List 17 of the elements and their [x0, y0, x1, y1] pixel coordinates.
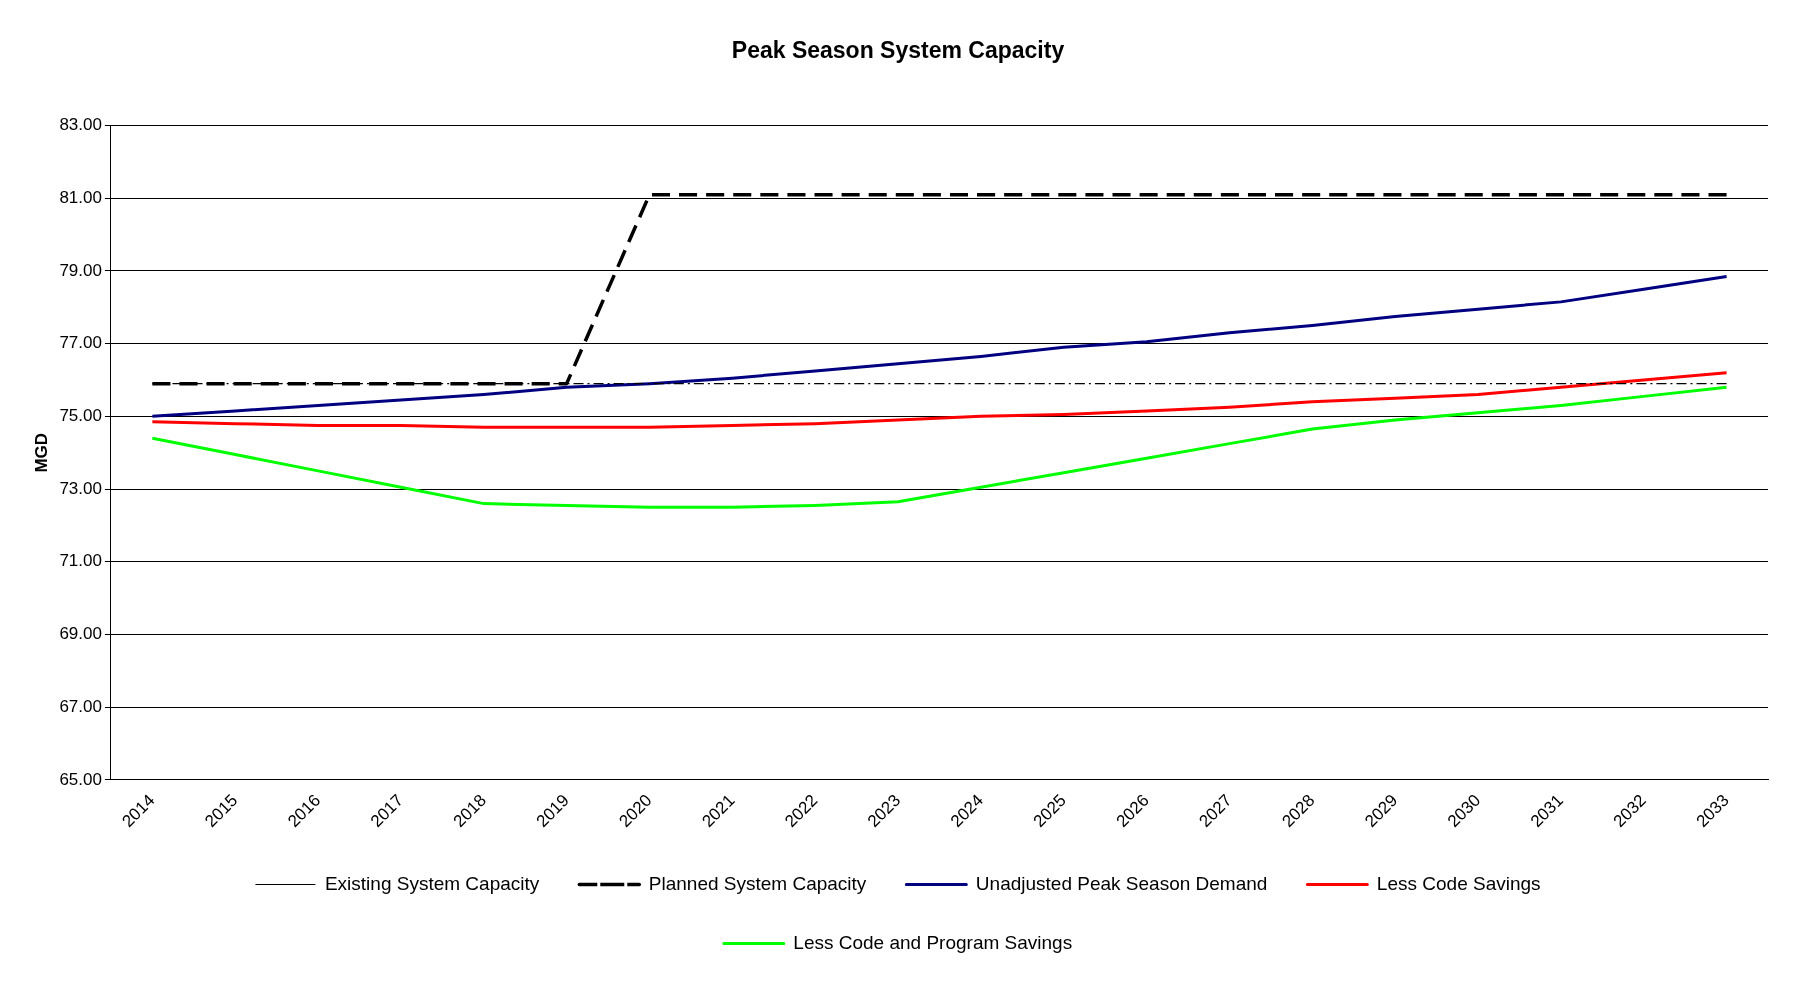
legend-label: Unadjusted Peak Season Demand — [975, 872, 1268, 894]
y-tick-label: 79.00 — [59, 260, 102, 280]
y-tick-label: 81.00 — [59, 187, 102, 207]
y-tick-label: 67.00 — [59, 696, 102, 716]
legend-label: Less Code Savings — [1376, 872, 1541, 894]
y-tick-label: 73.00 — [59, 478, 102, 498]
y-tick-label: 69.00 — [59, 624, 102, 644]
y-tick-label: 75.00 — [59, 406, 102, 426]
y-tick-label: 65.00 — [59, 769, 102, 789]
y-tick-label: 71.00 — [59, 551, 102, 571]
chart-title: Peak Season System Capacity — [731, 37, 1065, 64]
legend-label: Planned System Capacity — [648, 872, 867, 894]
y-axis-title: MGD — [31, 432, 51, 473]
legend-label: Existing System Capacity — [324, 872, 540, 894]
y-tick-label: 83.00 — [59, 115, 102, 135]
y-tick-label: 77.00 — [59, 333, 102, 353]
legend-label: Less Code and Program Savings — [793, 931, 1073, 953]
